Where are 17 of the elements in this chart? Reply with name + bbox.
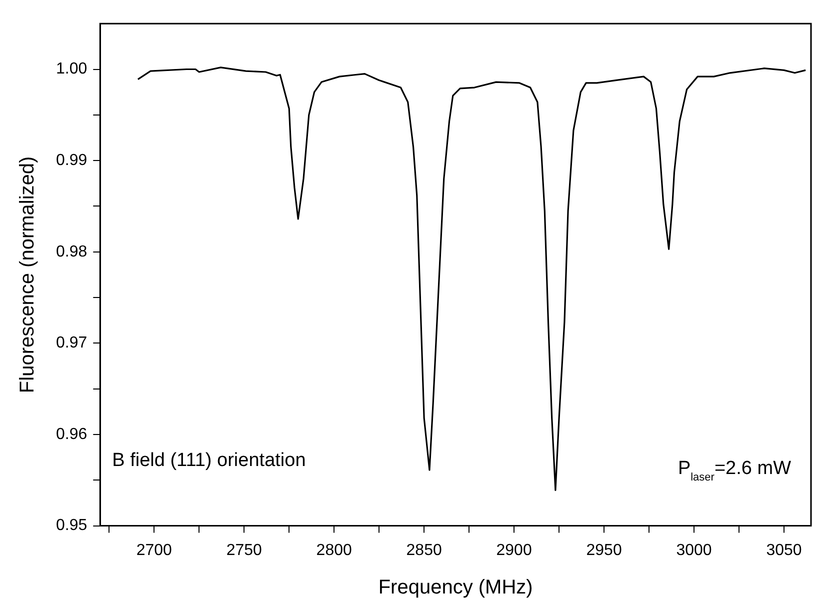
y-tick-label: 0.98 bbox=[56, 243, 88, 260]
x-tick-label: 2700 bbox=[136, 542, 172, 559]
x-tick-label: 2850 bbox=[406, 542, 442, 559]
y-axis-title: Fluorescence (normalized) bbox=[16, 156, 39, 394]
y-tick-label: 0.96 bbox=[56, 426, 88, 443]
x-tick-label: 3050 bbox=[766, 542, 802, 559]
x-axis-title: Frequency (MHz) bbox=[378, 576, 533, 599]
y-tick-label: 0.95 bbox=[56, 517, 88, 534]
x-tick-label: 2950 bbox=[586, 542, 622, 559]
y-tick-label: 0.97 bbox=[56, 334, 88, 352]
x-tick-label: 3000 bbox=[676, 542, 712, 559]
x-tick-label: 2900 bbox=[496, 542, 532, 559]
y-tick-label: 0.99 bbox=[56, 152, 88, 169]
y-tick-label: 1.00 bbox=[56, 60, 88, 78]
x-tick-label: 2800 bbox=[316, 542, 352, 559]
x-tick-label: 2750 bbox=[226, 542, 262, 559]
annotation: B field (111) orientation bbox=[112, 450, 306, 471]
